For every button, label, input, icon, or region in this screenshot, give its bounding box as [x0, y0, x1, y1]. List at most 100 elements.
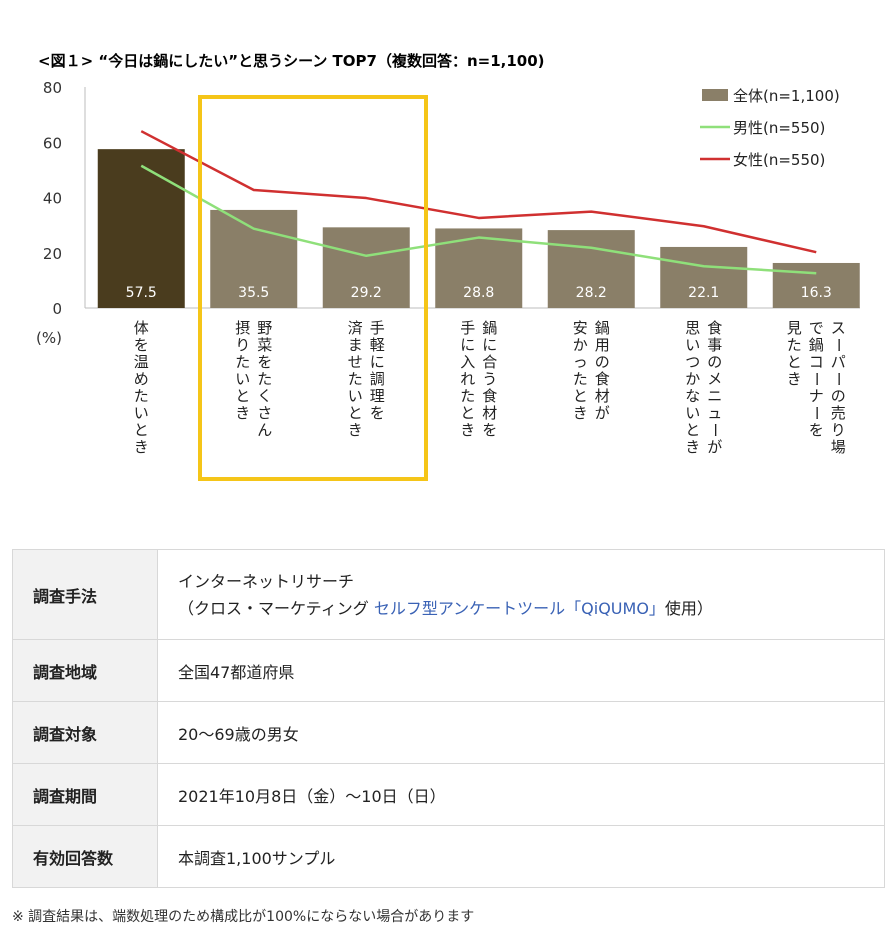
bar [210, 209, 298, 308]
data-label: 28.2 [576, 285, 607, 301]
category-label-char: の [831, 387, 846, 405]
category-label-char: た [257, 370, 272, 388]
category-label-char: が [595, 404, 610, 422]
category-label-char: ん [257, 421, 272, 439]
category-label-char: 安 [573, 319, 588, 337]
y-tick-label: 0 [52, 300, 62, 318]
category-label-char: 済 [348, 319, 363, 337]
y-tick-label: 80 [43, 79, 62, 97]
row-value: 2021年10月8日（金）〜10日（日） [157, 763, 885, 826]
category-label-char: 思 [685, 319, 700, 337]
category-label-char: 鍋 [595, 319, 610, 337]
y-tick-label: 40 [43, 190, 62, 208]
category-label-char: が [707, 438, 722, 456]
category-label-char: い [685, 404, 700, 422]
category-label-char: 軽 [370, 336, 385, 354]
category-label-char: う [482, 370, 497, 388]
category-label-char: い [348, 387, 363, 405]
category-label-char: に [460, 336, 475, 354]
category-label-char: ー [807, 371, 825, 386]
y-tick-label: 20 [43, 245, 62, 263]
row-key: 調査地域 [12, 639, 158, 702]
category-label-char: メ [707, 370, 722, 388]
category-label-char: ス [831, 319, 846, 337]
category-label-char: ュ [707, 404, 722, 422]
bar [97, 149, 185, 308]
table-row: 調査手法 インターネットリサーチ （クロス・マーケティング セルフ型アンケートツ… [12, 549, 885, 640]
category-label-char: 野 [257, 319, 272, 337]
category-label-char: さ [257, 404, 272, 422]
category-label-char: 食 [707, 319, 722, 337]
y-tick-label: 60 [43, 134, 62, 152]
row-key: 有効回答数 [12, 825, 158, 888]
method-suffix: 使用） [664, 598, 713, 618]
row-value: 本調査1,100サンプル [157, 825, 885, 888]
category-label-char: を [482, 421, 497, 439]
bar [660, 246, 748, 308]
category-label-char: に [370, 353, 385, 371]
category-label-char: 菜 [257, 336, 272, 354]
row-key: 調査手法 [12, 549, 158, 640]
category-label-char: っ [573, 353, 588, 371]
category-label-char: き [134, 438, 149, 456]
category-label-char: つ [685, 353, 700, 371]
category-label-char: 体 [134, 319, 149, 337]
qiqumo-link[interactable]: セルフ型アンケートツール「QiQUMO」 [373, 598, 665, 618]
category-label-char: 理 [370, 387, 385, 405]
category-label-char: と [787, 353, 802, 371]
category-label-char: パ [831, 353, 846, 371]
category-label-char: と [685, 421, 700, 439]
line-series [140, 130, 817, 275]
category-label-char: 調 [370, 370, 385, 388]
table-row: 有効回答数 本調査1,100サンプル [12, 825, 885, 888]
category-label-char: 場 [831, 438, 846, 456]
category-label-char: の [707, 353, 722, 371]
footnote: ※ 調査結果は、端数処理のため構成比が100%にならない場合があります [12, 909, 475, 925]
category-label-char: い [685, 336, 700, 354]
category-label-char: ー [706, 422, 724, 437]
category-label-char: た [460, 387, 475, 405]
category-label-char: 鍋 [809, 336, 824, 354]
category-label-char: 事 [707, 336, 722, 354]
category-label-char: れ [460, 370, 475, 388]
category-label-char: り [831, 421, 846, 439]
data-label: 35.5 [238, 285, 269, 301]
category-label-char: ー [829, 371, 847, 386]
category-label-char: な [685, 387, 700, 405]
legend: 全体(n=1,100) 男性(n=550) 女性(n=550) [700, 87, 840, 169]
category-label-char: か [573, 336, 588, 354]
category-label-char: た [787, 336, 802, 354]
category-label-char: き [573, 404, 588, 422]
category-label-char: き [348, 421, 363, 439]
category-label-char: た [134, 387, 149, 405]
row-value: 20〜69歳の男女 [157, 701, 885, 764]
category-label-char: と [235, 387, 250, 405]
category-label-char: 食 [595, 370, 610, 388]
table-row: 調査期間 2021年10月8日（金）〜10日（日） [12, 763, 885, 826]
category-label-char: 温 [134, 353, 149, 371]
category-label-char: 用 [595, 336, 610, 354]
bar [547, 230, 635, 308]
data-label: 57.5 [126, 285, 157, 301]
bar [322, 227, 410, 308]
method-line2: （クロス・マーケティング セルフ型アンケートツール「QiQUMO」使用） [178, 595, 864, 622]
legend-label: 男性(n=550) [733, 119, 825, 137]
category-label-char: た [573, 370, 588, 388]
method-line1: インターネットリサーチ [178, 571, 355, 591]
category-label-char: き [460, 421, 475, 439]
category-label-char: い [235, 370, 250, 388]
table-row: 調査対象 20〜69歳の男女 [12, 701, 885, 764]
bar-line-chart: <図１> “今日は鍋にしたい”と思うシーン TOP7（複数回答：n=1,100)… [36, 52, 860, 481]
category-label-char: り [235, 336, 250, 354]
row-value: インターネットリサーチ （クロス・マーケティング セルフ型アンケートツール「Qi… [157, 549, 885, 640]
highlight-box [198, 95, 428, 481]
category-label-char: コ [809, 353, 824, 371]
legend-swatch [702, 89, 728, 101]
y-axis-ticks: 0 20 40 60 80 [43, 79, 62, 318]
chart-title: <図１> “今日は鍋にしたい”と思うシーン TOP7（複数回答：n=1,100) [38, 52, 545, 70]
category-label-char: 手 [460, 319, 475, 337]
category-label-char: き [787, 370, 802, 388]
category-label-char: と [573, 387, 588, 405]
category-label-char: 材 [595, 387, 610, 405]
category-label-char: く [257, 387, 272, 405]
